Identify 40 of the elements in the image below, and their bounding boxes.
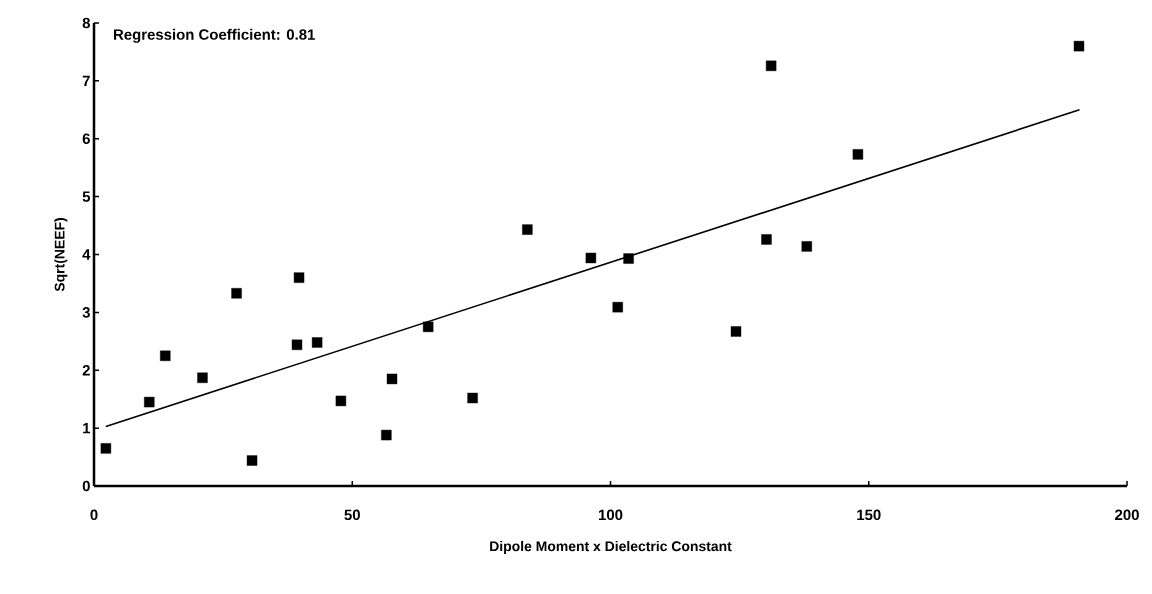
y-tick-label: 3 bbox=[82, 307, 90, 318]
point bbox=[852, 149, 864, 160]
x-tick-label: 200 bbox=[1115, 509, 1139, 521]
y-tick-label: 1 bbox=[83, 422, 91, 434]
point bbox=[612, 301, 623, 313]
point bbox=[422, 321, 434, 333]
point bbox=[246, 455, 258, 466]
point bbox=[381, 429, 392, 441]
x-tick-label: 50 bbox=[344, 509, 360, 521]
y-axis-title: Sqrt(NEEF) bbox=[54, 218, 68, 292]
point bbox=[293, 272, 305, 283]
point bbox=[467, 392, 478, 404]
x-tick-label: 100 bbox=[598, 509, 623, 521]
point bbox=[765, 60, 777, 72]
y-tick-label: 6 bbox=[82, 133, 90, 145]
point bbox=[160, 350, 171, 361]
y-tick-label: 4 bbox=[82, 249, 91, 260]
point bbox=[522, 224, 533, 235]
point bbox=[623, 253, 634, 264]
point bbox=[335, 395, 347, 407]
y-tick-label: 5 bbox=[82, 191, 91, 202]
point bbox=[144, 396, 155, 408]
point bbox=[1073, 40, 1085, 52]
x-tick-label: 150 bbox=[857, 509, 881, 521]
point bbox=[386, 373, 398, 385]
y-tick-label: 2 bbox=[82, 365, 90, 376]
y-tick-label: 7 bbox=[82, 75, 90, 87]
point bbox=[585, 252, 597, 264]
point bbox=[761, 234, 772, 245]
y-tick-label: 8 bbox=[82, 17, 91, 29]
annotation: Regression Coefficient: 0.81 bbox=[114, 28, 315, 43]
point bbox=[730, 326, 742, 337]
point bbox=[197, 372, 208, 383]
point bbox=[801, 241, 812, 252]
point bbox=[311, 337, 323, 348]
point bbox=[291, 339, 303, 350]
x-axis-title: Dipole Moment x Dielectric Constant bbox=[490, 540, 732, 554]
point bbox=[100, 443, 112, 454]
y-tick-label: 0 bbox=[82, 480, 90, 492]
point bbox=[231, 288, 242, 299]
